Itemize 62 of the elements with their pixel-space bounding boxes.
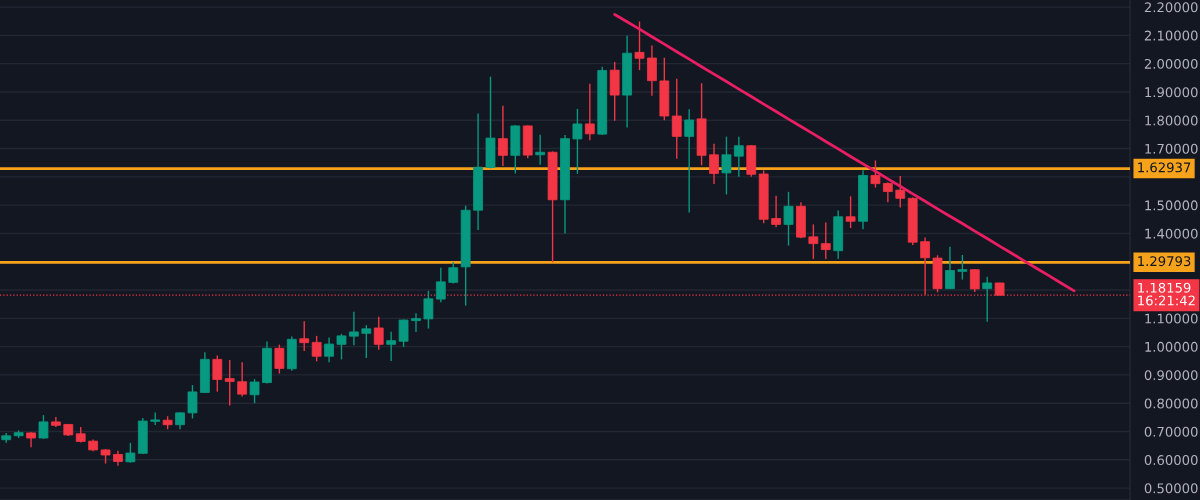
y-tick-label: 0.90000 (1144, 370, 1198, 381)
candlestick (721, 135, 732, 196)
candlestick (895, 175, 906, 209)
candlestick (38, 414, 49, 440)
candlestick (448, 261, 459, 285)
ref-line-label: 1.18159 16:21:42 (1138, 282, 1195, 306)
y-tick-label: 0.50000 (1144, 483, 1198, 494)
y-tick-label: 1.40000 (1145, 228, 1198, 239)
candlestick (212, 354, 223, 393)
candlestick (845, 195, 856, 229)
candlestick (398, 318, 409, 348)
candlestick (945, 246, 955, 290)
y-tick-label: 1.90000 (1145, 87, 1198, 98)
candlestick (423, 290, 434, 330)
candlestick (361, 324, 372, 359)
candlestick (498, 105, 508, 167)
y-tick-label: 1.70000 (1145, 143, 1198, 154)
candlestick (299, 320, 310, 352)
candlestick (820, 221, 831, 260)
candlestick (336, 333, 347, 361)
candlestick (187, 384, 198, 420)
y-tick-label: 0.80000 (1144, 398, 1198, 409)
y-tick-label: 2.20000 (1144, 2, 1198, 13)
candlestick (771, 195, 781, 228)
candlestick (411, 312, 421, 333)
candlestick (733, 135, 744, 178)
candlestick (957, 254, 968, 281)
candlestick (349, 311, 359, 346)
candlestick (783, 191, 794, 247)
candlestick (584, 83, 595, 142)
y-tick-label: 0.60000 (1144, 455, 1198, 466)
candlestick (125, 442, 136, 464)
candlestick (435, 266, 446, 303)
ref-line-label: 1.29793 (1138, 256, 1191, 267)
candlestick (535, 133, 546, 166)
candlestick (808, 223, 819, 260)
y-tick-label: 1.50000 (1145, 200, 1198, 211)
y-tick-label: 1.10000 (1145, 313, 1198, 324)
candlestick (870, 159, 881, 189)
y-tick-label: 1.80000 (1145, 115, 1198, 126)
candlestick (709, 143, 719, 185)
candlestick (647, 44, 657, 97)
candlestick (224, 359, 235, 407)
y-tick-label: 0.70000 (1144, 426, 1198, 437)
candlestick (982, 276, 993, 323)
y-tick-label: 2.00000 (1144, 58, 1198, 69)
candlestick (274, 343, 285, 375)
candlestick (373, 315, 384, 351)
candlestick (634, 20, 645, 71)
candlestick (386, 330, 397, 362)
y-tick-label: 1.00000 (1145, 341, 1198, 352)
candlestick (684, 108, 695, 214)
candlestick (969, 268, 980, 293)
candlestick (237, 361, 248, 398)
ref-line-label: 1.62937 (1138, 162, 1191, 173)
candlestick (572, 108, 583, 175)
candlestick (311, 335, 322, 363)
candlestick (671, 77, 682, 160)
line-series (613, 13, 1076, 293)
candlestick (249, 378, 260, 404)
candlestick (324, 336, 334, 363)
y-tick-label: 2.10000 (1144, 30, 1198, 41)
